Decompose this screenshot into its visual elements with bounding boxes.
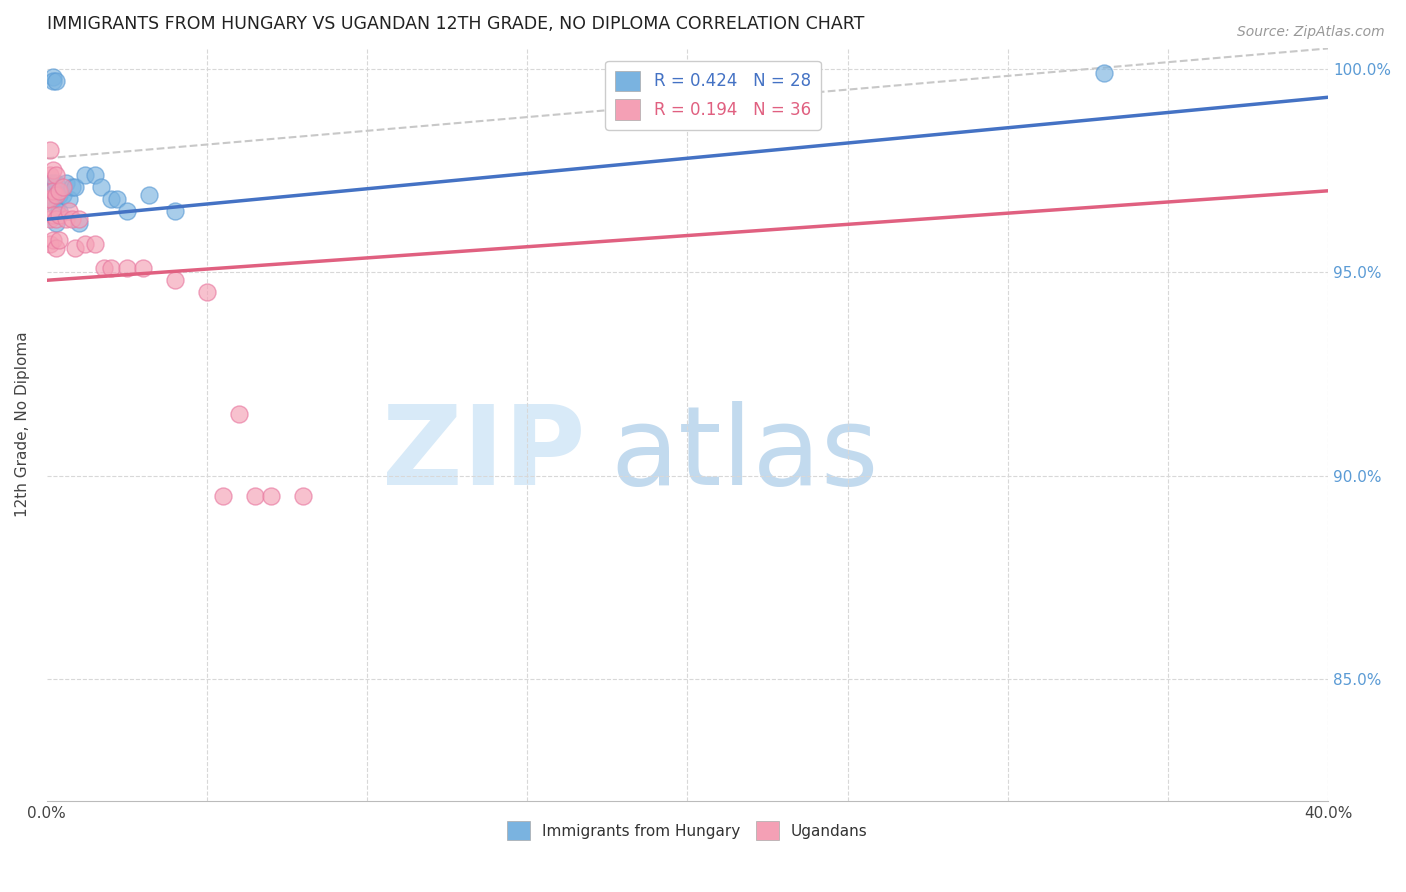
Point bbox=[48, 208, 70, 222]
Point bbox=[243, 489, 266, 503]
Point bbox=[38, 236, 60, 251]
Point bbox=[55, 176, 77, 190]
Point bbox=[163, 273, 186, 287]
Point bbox=[42, 192, 65, 206]
Point bbox=[45, 241, 67, 255]
Point bbox=[132, 261, 155, 276]
Y-axis label: 12th Grade, No Diploma: 12th Grade, No Diploma bbox=[15, 332, 30, 517]
Point bbox=[163, 204, 186, 219]
Point bbox=[75, 168, 97, 182]
Point bbox=[42, 70, 65, 84]
Point bbox=[55, 212, 77, 227]
Point bbox=[52, 179, 75, 194]
Point bbox=[100, 192, 122, 206]
Point bbox=[58, 192, 80, 206]
Point bbox=[212, 489, 235, 503]
Point bbox=[45, 212, 67, 227]
Point bbox=[38, 187, 60, 202]
Point bbox=[60, 212, 83, 227]
Point bbox=[42, 208, 65, 222]
Point bbox=[38, 212, 60, 227]
Point bbox=[45, 176, 67, 190]
Point bbox=[83, 236, 105, 251]
Legend: Immigrants from Hungary, Ugandans: Immigrants from Hungary, Ugandans bbox=[501, 815, 873, 846]
Point bbox=[93, 261, 115, 276]
Point bbox=[67, 216, 90, 230]
Point bbox=[67, 212, 90, 227]
Point bbox=[42, 74, 65, 88]
Point bbox=[260, 489, 283, 503]
Point bbox=[45, 74, 67, 88]
Point bbox=[42, 184, 65, 198]
Text: atlas: atlas bbox=[610, 401, 879, 508]
Point bbox=[38, 176, 60, 190]
Point bbox=[38, 168, 60, 182]
Point bbox=[45, 200, 67, 214]
Text: Source: ZipAtlas.com: Source: ZipAtlas.com bbox=[1237, 25, 1385, 39]
Point bbox=[35, 192, 58, 206]
Point bbox=[291, 489, 314, 503]
Point bbox=[42, 163, 65, 178]
Point bbox=[45, 187, 67, 202]
Point bbox=[115, 204, 138, 219]
Point bbox=[100, 261, 122, 276]
Point bbox=[195, 285, 218, 300]
Point bbox=[90, 179, 112, 194]
Point bbox=[45, 168, 67, 182]
Point bbox=[42, 233, 65, 247]
Point bbox=[45, 216, 67, 230]
Point bbox=[105, 192, 128, 206]
Point bbox=[115, 261, 138, 276]
Point bbox=[75, 236, 97, 251]
Text: ZIP: ZIP bbox=[381, 401, 585, 508]
Point bbox=[60, 179, 83, 194]
Point bbox=[48, 184, 70, 198]
Point bbox=[228, 408, 250, 422]
Point bbox=[52, 187, 75, 202]
Point bbox=[45, 187, 67, 202]
Point bbox=[48, 187, 70, 202]
Point bbox=[138, 187, 160, 202]
Point bbox=[48, 204, 70, 219]
Point bbox=[38, 143, 60, 157]
Point bbox=[38, 192, 60, 206]
Point bbox=[65, 241, 87, 255]
Point bbox=[1092, 66, 1115, 80]
Point bbox=[58, 204, 80, 219]
Point bbox=[65, 179, 87, 194]
Point bbox=[83, 168, 105, 182]
Point bbox=[42, 176, 65, 190]
Point bbox=[48, 233, 70, 247]
Text: IMMIGRANTS FROM HUNGARY VS UGANDAN 12TH GRADE, NO DIPLOMA CORRELATION CHART: IMMIGRANTS FROM HUNGARY VS UGANDAN 12TH … bbox=[46, 15, 865, 33]
